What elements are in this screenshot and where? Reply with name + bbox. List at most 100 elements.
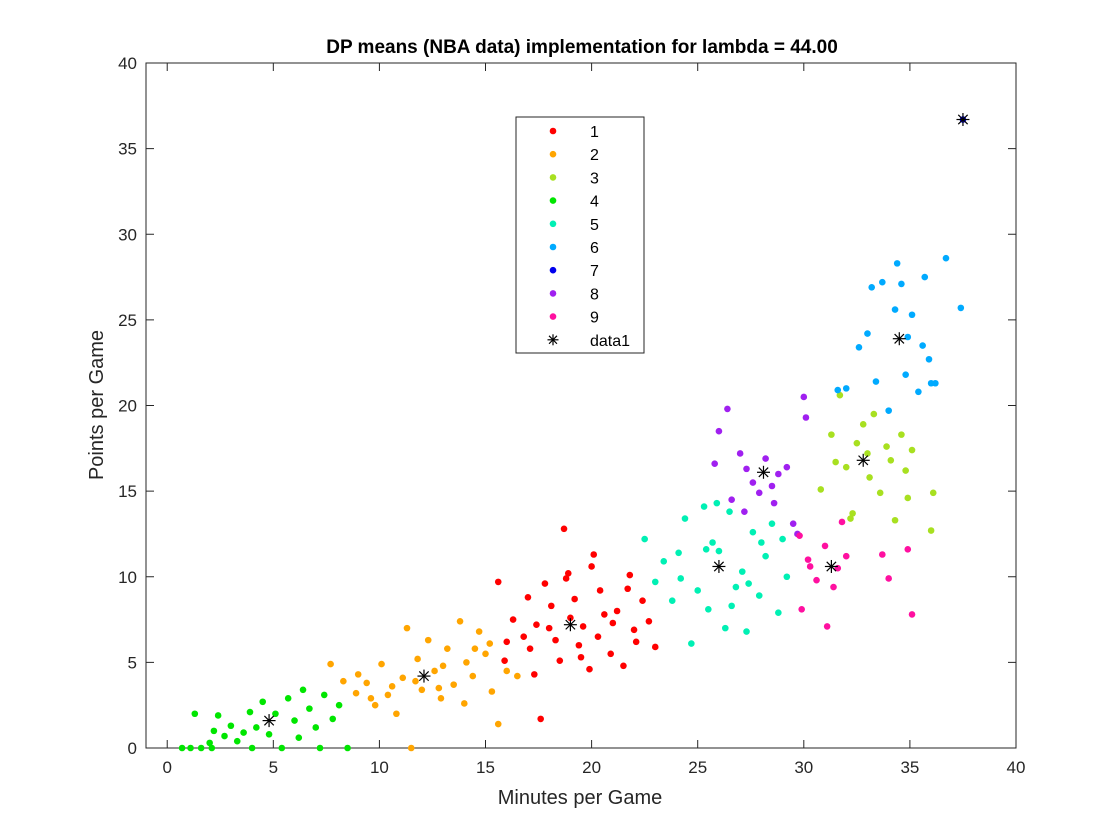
data-point — [320, 691, 328, 699]
data-point — [702, 546, 710, 553]
data-point — [407, 744, 415, 752]
legend-item: 7 — [549, 263, 599, 280]
data-point — [700, 503, 708, 510]
legend-label: 8 — [590, 286, 599, 303]
data-point — [789, 520, 797, 527]
legend-label: 6 — [590, 240, 599, 257]
data-point — [711, 460, 718, 468]
data-point — [384, 691, 392, 699]
data-point — [412, 677, 419, 685]
data-point — [221, 732, 228, 740]
data-point — [830, 583, 837, 591]
data-point — [798, 605, 805, 613]
data-point — [898, 280, 905, 288]
data-point — [768, 482, 776, 490]
data-point — [842, 463, 850, 471]
series-1 — [494, 525, 659, 723]
data-point — [233, 737, 241, 745]
data-point — [378, 660, 385, 668]
data-point — [335, 701, 343, 709]
data-point — [418, 686, 426, 694]
data-point — [435, 684, 443, 692]
y-tick-label: 5 — [128, 653, 137, 672]
data-point — [607, 650, 615, 658]
data-point — [779, 535, 786, 543]
legend-item: 4 — [549, 194, 599, 211]
legend-label: data1 — [590, 333, 630, 350]
y-tick-label: 30 — [118, 225, 137, 244]
data-point — [609, 619, 617, 627]
data-point — [887, 457, 895, 464]
data-point — [715, 547, 723, 555]
data-point — [295, 734, 303, 742]
data-point — [503, 667, 511, 675]
centroid-marker — [892, 332, 906, 346]
legend-marker — [549, 290, 557, 297]
data-point — [832, 458, 839, 466]
data-point — [749, 528, 757, 536]
data-point — [571, 595, 578, 603]
data-point — [450, 681, 457, 688]
data-point — [762, 552, 769, 560]
data-point — [651, 578, 659, 586]
data-point — [859, 421, 867, 428]
data-point — [588, 563, 595, 570]
data-point — [552, 636, 559, 644]
data-point — [524, 594, 532, 601]
data-point — [802, 414, 810, 421]
centroid-marker — [563, 618, 577, 632]
data-point — [354, 671, 362, 678]
data-point — [463, 659, 470, 666]
data-point — [596, 587, 604, 594]
data-point — [864, 330, 871, 337]
data-point — [306, 705, 313, 712]
data-point — [475, 628, 483, 635]
legend-item: data1 — [547, 333, 630, 350]
y-tick-label: 20 — [118, 397, 137, 416]
x-axis: 0 5 10 15 20 25 30 35 40 — [162, 63, 1025, 777]
data-point — [312, 724, 320, 731]
data-point — [893, 260, 901, 267]
data-point — [371, 701, 379, 709]
data-point — [482, 650, 489, 658]
legend-label: 9 — [590, 310, 599, 327]
data-point — [439, 662, 447, 670]
series-9 — [796, 518, 916, 630]
data-point — [942, 254, 950, 262]
data-point — [904, 494, 912, 502]
data-point — [469, 672, 477, 680]
data-point — [904, 333, 912, 341]
data-point — [541, 580, 549, 587]
data-point — [197, 744, 205, 752]
data-point — [414, 655, 421, 663]
data-point — [641, 535, 648, 543]
series-2 — [327, 617, 521, 752]
data-point — [488, 688, 496, 695]
data-point — [399, 674, 407, 682]
data-point — [668, 597, 676, 605]
data-point — [590, 551, 598, 558]
legend-marker — [549, 313, 557, 320]
data-point — [246, 708, 254, 716]
data-point — [828, 431, 835, 438]
data-point — [891, 306, 899, 313]
data-point — [681, 515, 689, 522]
data-point — [908, 311, 916, 319]
x-tick-label: 5 — [269, 758, 278, 777]
data-point — [547, 602, 555, 610]
data-point — [486, 640, 494, 647]
data-point — [526, 645, 534, 652]
legend-item: 3 — [549, 170, 599, 187]
data-point — [732, 583, 740, 591]
data-point — [444, 645, 451, 652]
legend-marker — [547, 334, 559, 346]
data-point — [299, 686, 307, 694]
y-tick-label: 35 — [118, 140, 137, 159]
data-point — [775, 470, 782, 478]
data-point — [813, 576, 820, 584]
data-point — [677, 575, 685, 582]
data-point — [456, 617, 464, 625]
y-tick-label: 40 — [118, 54, 137, 73]
data-point — [775, 609, 782, 617]
data-point — [904, 546, 912, 553]
